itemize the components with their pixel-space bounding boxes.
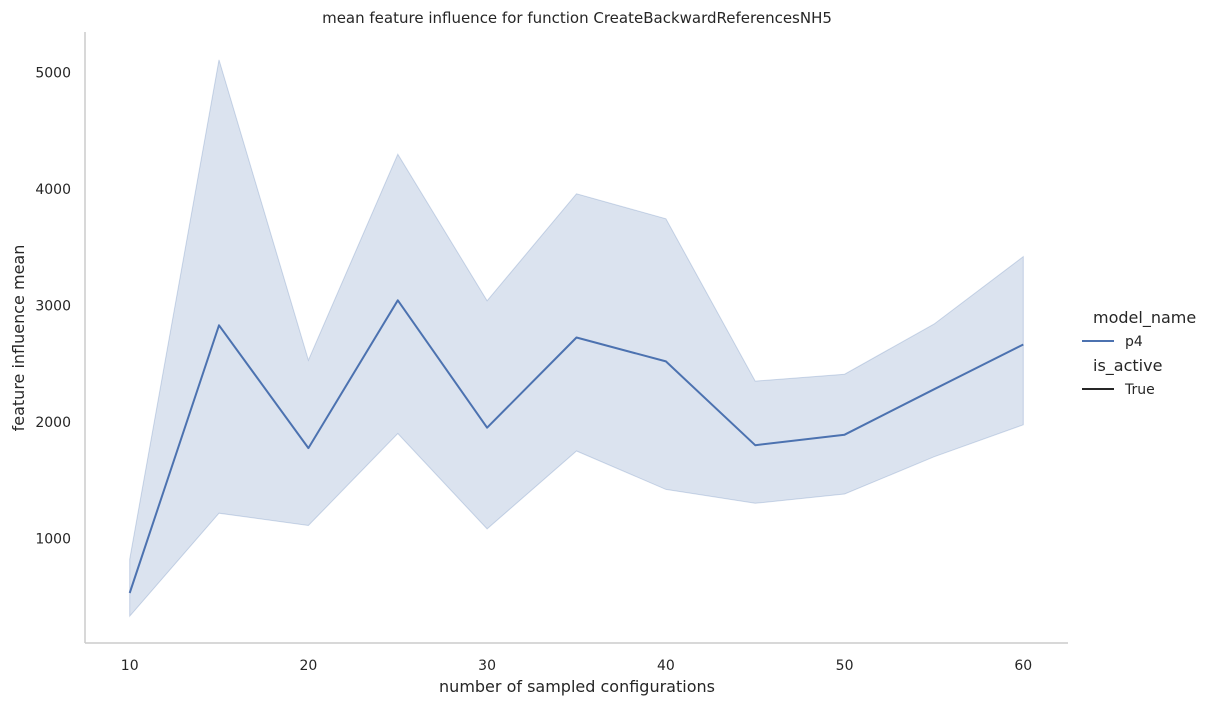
y-tick-label-3000: 3000 (35, 299, 71, 315)
series-line-layer (128, 299, 1024, 594)
y-tick-label-5000: 5000 (35, 66, 71, 82)
x-tick-labels: 10 20 30 40 50 60 (121, 658, 1032, 674)
x-axis-label: number of sampled configurations (439, 677, 715, 696)
chart-title: mean feature influence for function Crea… (322, 9, 832, 27)
x-tick-label-50: 50 (836, 658, 854, 674)
legend-title-is-active: is_active (1093, 356, 1162, 376)
legend-label-p4: p4 (1125, 334, 1143, 350)
y-tick-label-4000: 4000 (35, 182, 71, 198)
legend-title-model-name: model_name (1093, 308, 1196, 328)
x-tick-label-60: 60 (1014, 658, 1032, 674)
series-line-p4 (128, 299, 1024, 594)
x-tick-label-10: 10 (121, 658, 139, 674)
x-tick-label-20: 20 (299, 658, 317, 674)
y-tick-label-2000: 2000 (35, 415, 71, 431)
y-tick-label-1000: 1000 (35, 531, 71, 547)
legend: model_name p4 is_active True (1082, 308, 1196, 398)
legend-label-true: True (1124, 382, 1155, 398)
y-axis-label: feature influence mean (9, 245, 28, 432)
x-tick-label-40: 40 (657, 658, 675, 674)
y-tick-labels: 1000 2000 3000 4000 5000 (35, 66, 71, 548)
x-tick-label-30: 30 (478, 658, 496, 674)
